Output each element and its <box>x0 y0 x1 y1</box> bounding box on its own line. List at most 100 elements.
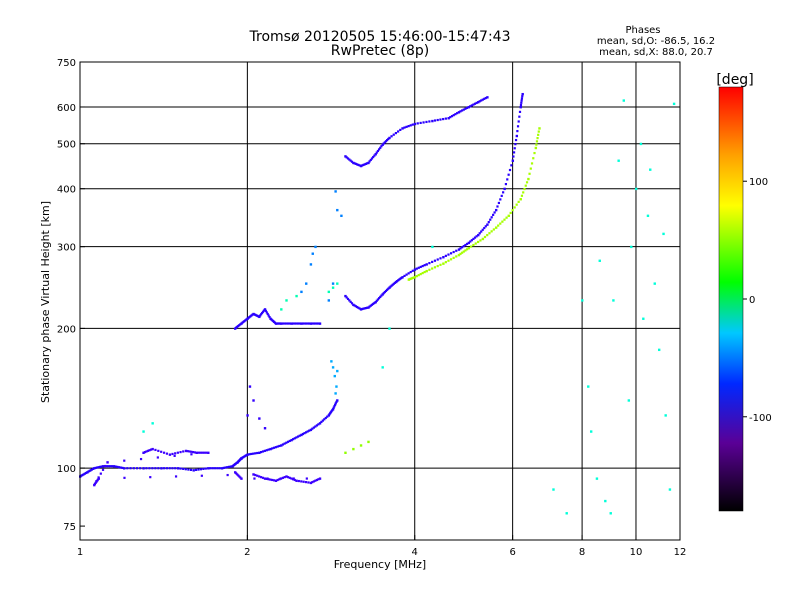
data-point <box>358 307 361 310</box>
data-point <box>391 283 394 286</box>
data-point <box>300 480 303 483</box>
data-point <box>154 448 157 452</box>
data-point <box>507 214 510 218</box>
data-point <box>326 415 329 418</box>
data-point <box>309 263 313 266</box>
data-point <box>114 465 117 468</box>
data-point <box>375 299 378 302</box>
data-point <box>151 422 154 425</box>
data-point <box>518 110 522 113</box>
x-tick-label: 4 <box>412 547 418 558</box>
data-point <box>473 102 477 105</box>
data-point <box>344 451 347 454</box>
data-point <box>374 153 377 156</box>
y-tick-label: 75 <box>63 522 76 533</box>
data-point <box>300 433 303 437</box>
data-point <box>409 270 412 274</box>
data-point <box>174 452 177 455</box>
data-point <box>201 451 204 454</box>
data-point <box>248 453 251 456</box>
data-point <box>467 241 471 245</box>
data-point <box>259 476 263 479</box>
data-point <box>311 322 314 325</box>
data-point <box>436 258 439 261</box>
data-point <box>286 476 290 479</box>
data-point <box>419 265 422 269</box>
data-point <box>123 459 126 462</box>
data-point <box>290 438 293 442</box>
data-point <box>192 469 195 472</box>
data-point <box>292 477 295 480</box>
data-point <box>271 478 274 482</box>
data-point <box>145 467 148 470</box>
data-point <box>461 109 464 112</box>
data-point <box>519 103 523 107</box>
data-point <box>269 478 272 481</box>
data-point <box>97 477 100 480</box>
y-axis-label: Stationary phase Virtual Height [km] <box>39 201 52 403</box>
data-point <box>381 293 384 296</box>
data-point <box>403 274 406 278</box>
data-point <box>455 255 458 258</box>
data-point <box>494 208 498 212</box>
data-point <box>376 298 380 301</box>
stats-x-mode: mean, sd,X: 88.0, 20.7 <box>599 47 713 58</box>
colorbar <box>718 86 744 512</box>
data-point <box>285 322 288 325</box>
data-point <box>171 467 174 470</box>
data-point <box>142 430 145 433</box>
data-point <box>90 468 93 471</box>
data-point <box>392 133 395 136</box>
data-point <box>252 399 255 402</box>
data-point <box>293 322 296 325</box>
data-point <box>428 268 431 271</box>
data-point <box>174 475 178 478</box>
data-point <box>293 478 296 482</box>
data-point <box>116 465 119 468</box>
data-point <box>163 467 166 470</box>
data-point <box>94 466 97 469</box>
x-tick-label: 8 <box>579 547 585 558</box>
data-point <box>220 467 224 470</box>
data-point <box>214 467 217 470</box>
data-point <box>428 120 431 123</box>
data-point <box>516 130 519 133</box>
data-point <box>188 450 191 453</box>
data-point <box>433 259 437 262</box>
data-point <box>274 446 277 449</box>
data-point <box>520 194 524 197</box>
data-point <box>457 253 461 257</box>
data-point <box>314 322 317 325</box>
data-point <box>528 172 531 175</box>
data-point <box>258 315 261 319</box>
data-point <box>83 472 86 475</box>
data-point <box>267 314 270 317</box>
data-point <box>216 467 219 470</box>
data-point <box>350 160 354 163</box>
data-point <box>474 242 477 245</box>
data-point <box>383 141 386 144</box>
data-point <box>268 316 271 319</box>
data-point <box>622 99 625 102</box>
data-point <box>497 224 500 227</box>
data-point <box>318 477 322 480</box>
data-point <box>431 119 434 123</box>
data-point <box>292 438 295 441</box>
data-point <box>431 260 434 264</box>
data-point <box>320 420 323 424</box>
data-point <box>311 252 314 255</box>
data-point <box>524 184 527 187</box>
data-point <box>447 117 450 120</box>
data-point <box>233 471 237 474</box>
data-point <box>176 467 180 470</box>
data-point <box>84 471 88 475</box>
data-point <box>314 479 317 482</box>
data-point <box>370 157 374 160</box>
data-point <box>334 190 337 193</box>
data-point <box>380 145 383 148</box>
data-point <box>306 430 309 433</box>
data-point <box>415 275 418 278</box>
data-point <box>405 125 408 128</box>
chart-title: Tromsø 20120505 15:46:00-15:47:43 <box>249 29 511 45</box>
data-point <box>101 468 105 471</box>
